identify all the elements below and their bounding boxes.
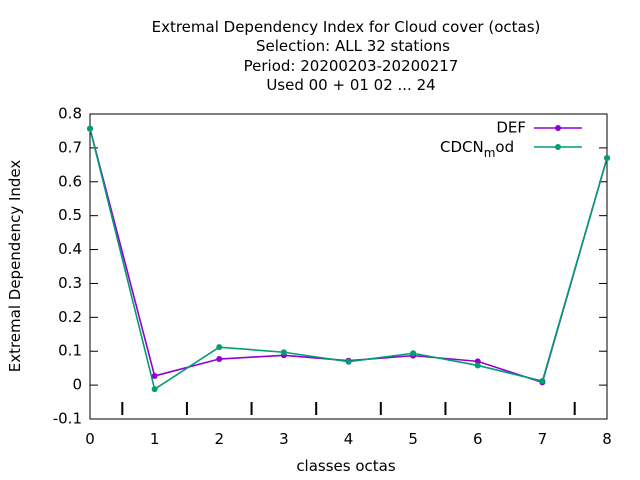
legend-label-def: DEF (496, 119, 526, 137)
x-tick-label: 6 (473, 430, 483, 448)
series-line-1 (89, 128, 608, 391)
data-point (474, 362, 481, 369)
data-point (151, 386, 158, 393)
y-tick-label: 0.8 (58, 105, 82, 123)
y-axis-label: Extremal Dependency Index (6, 160, 24, 373)
data-point (345, 358, 352, 365)
data-point (87, 125, 93, 132)
data-point (151, 372, 158, 379)
x-tick-label: 8 (602, 430, 612, 448)
y-tick-label: 0.7 (58, 138, 82, 156)
x-tick-label: 0 (85, 430, 95, 448)
plot-frame (89, 113, 608, 420)
title-line-2: Selection: ALL 32 stations (256, 37, 450, 55)
legend-label-cdcn-sub: m (484, 146, 496, 160)
y-tick-label: 0 (72, 376, 82, 394)
series-group (87, 125, 610, 393)
data-point (280, 349, 287, 356)
data-point (216, 356, 223, 363)
data-point (216, 344, 223, 351)
x-axis-label: classes octas (296, 457, 396, 475)
legend-label-cdcn-main: CDCN (440, 138, 484, 156)
title-line-4: Used 00 + 01 02 ... 24 (266, 76, 435, 94)
y-tick-label: 0.6 (58, 172, 82, 190)
y-tick-label: 0.2 (58, 308, 82, 326)
series-line-0 (89, 128, 608, 384)
category-separator-ticks (121, 402, 576, 415)
legend-marker-def (555, 125, 561, 131)
title-line-1: Extremal Dependency Index for Cloud cove… (152, 18, 541, 36)
data-point (604, 155, 610, 162)
legend-label-cdcn-rest: od (495, 138, 514, 156)
y-axis: -0.1 0 0.1 0.2 0.3 0.4 0.5 0.6 0.7 0.8 (53, 105, 607, 428)
x-tick-label: 1 (150, 430, 160, 448)
legend-marker-cdcn (555, 144, 561, 150)
y-tick-label: 0.4 (58, 240, 82, 258)
x-tick-label: 5 (408, 430, 418, 448)
y-tick-label: 0.1 (58, 342, 82, 360)
x-tick-label: 3 (279, 430, 289, 448)
y-tick-label: 0.3 (58, 274, 82, 292)
y-tick-label: -0.1 (53, 410, 82, 428)
x-tick-label: 4 (344, 430, 354, 448)
x-axis: 0 1 2 3 4 5 6 7 8 (85, 430, 612, 448)
data-point (410, 350, 417, 357)
x-tick-label: 7 (538, 430, 548, 448)
y-tick-label: 0.5 (58, 206, 82, 224)
data-point (539, 378, 546, 385)
legend: DEF CDCNmod (440, 119, 582, 160)
legend-label-cdcn: CDCNmod (440, 138, 514, 160)
x-tick-label: 2 (214, 430, 224, 448)
title-line-3: Period: 20200203-20200217 (244, 57, 459, 75)
chart-title: Extremal Dependency Index for Cloud cove… (152, 18, 541, 94)
